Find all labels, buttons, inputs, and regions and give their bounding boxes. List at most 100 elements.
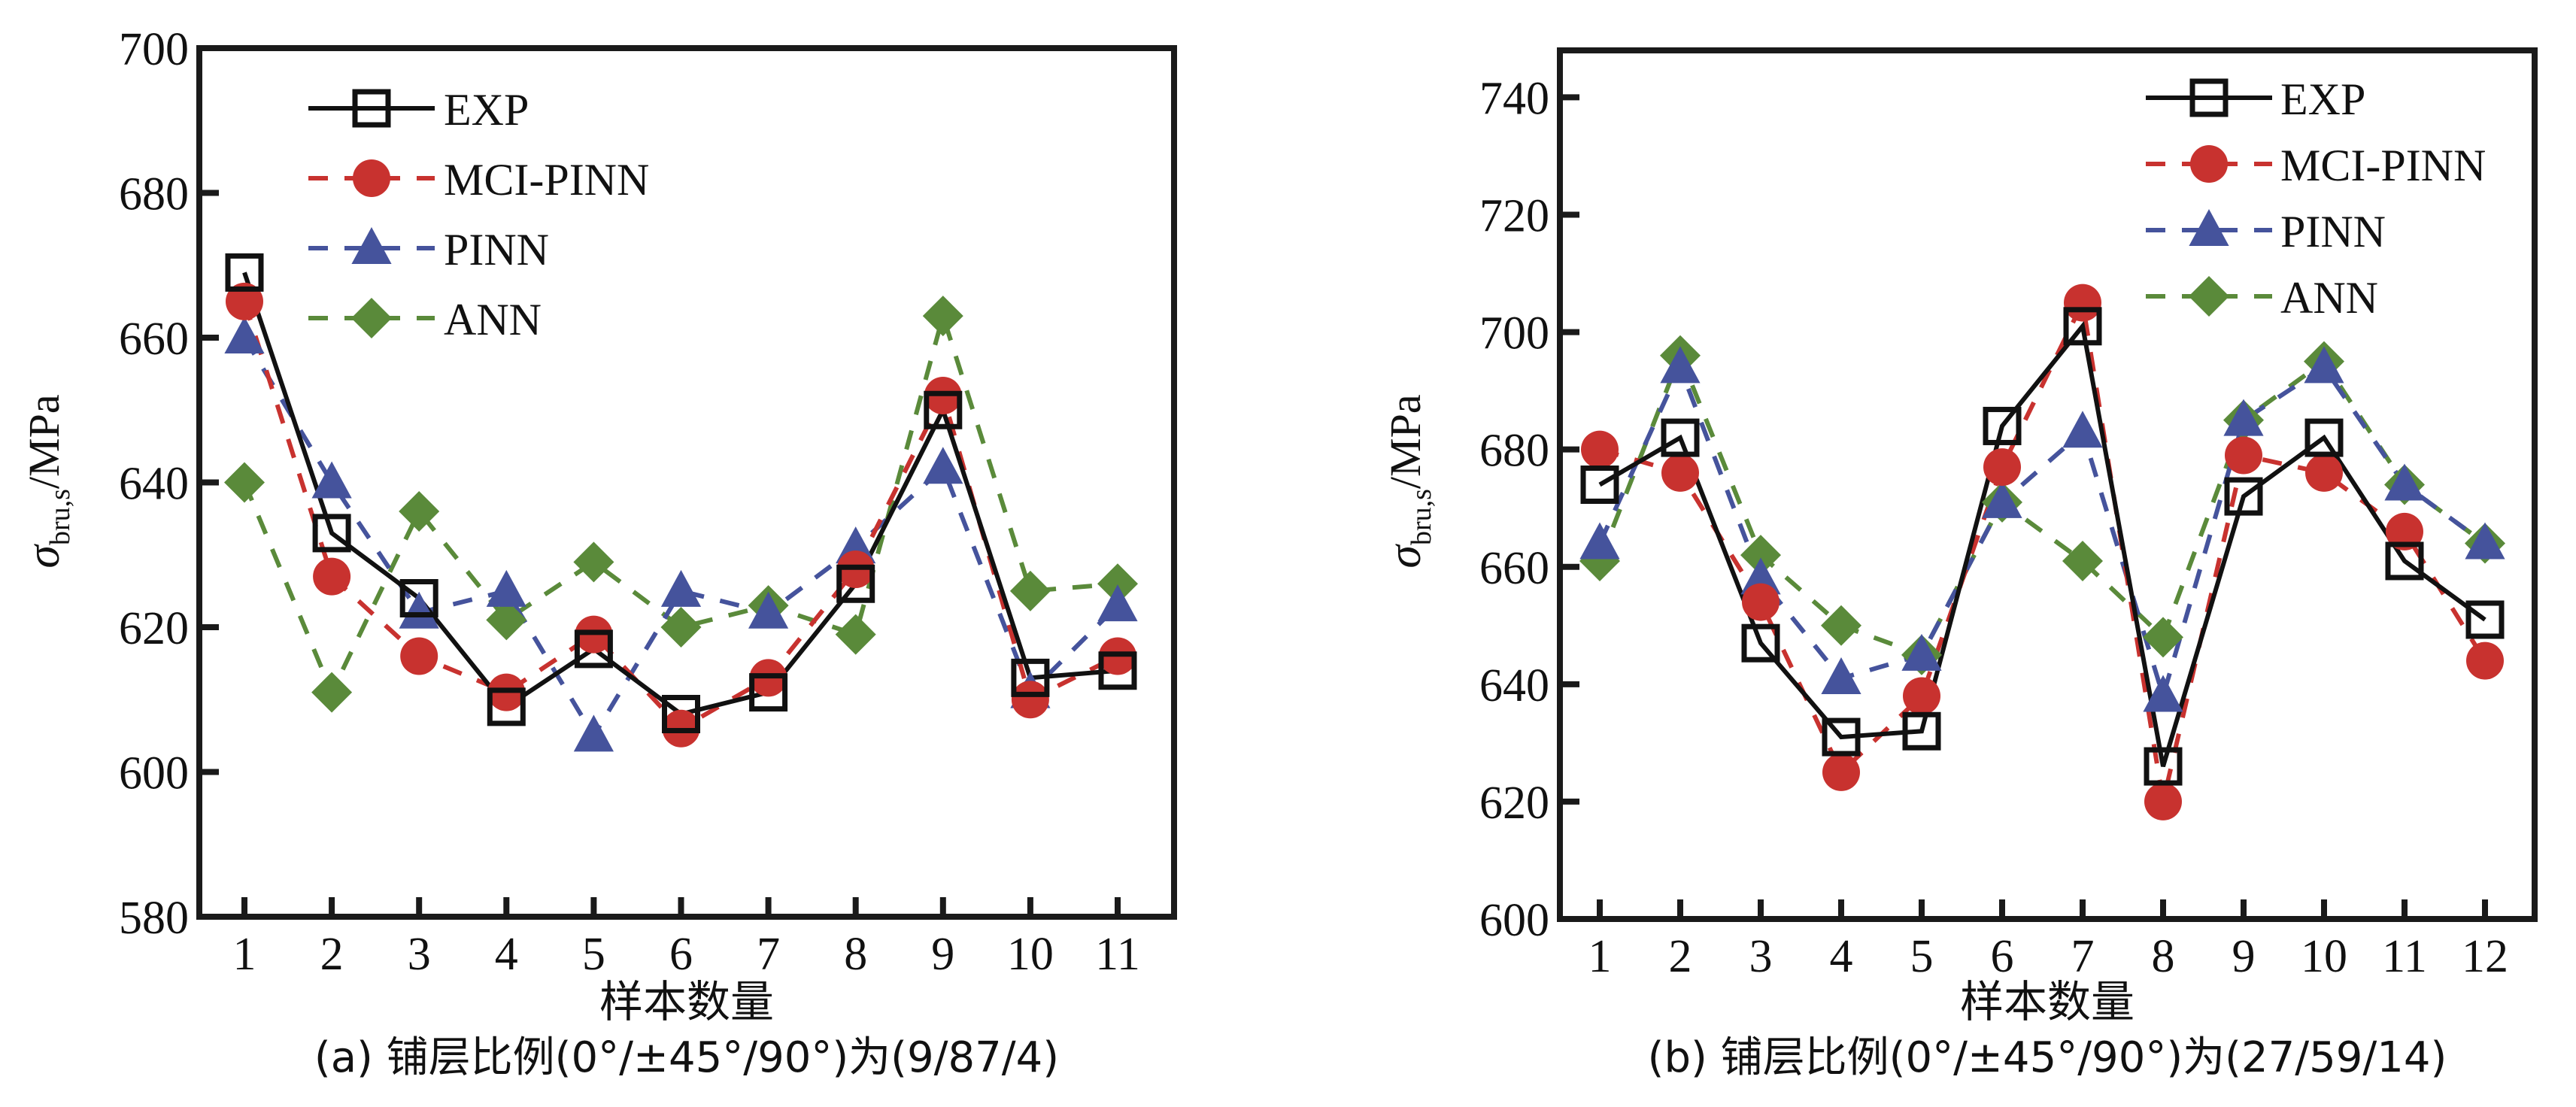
data-point-mci-pinn	[400, 637, 438, 675]
data-point-pinn	[2143, 675, 2183, 712]
y-tick-label: 680	[1479, 426, 1549, 477]
series-mci-pinn	[242, 300, 1119, 732]
data-point-pinn	[311, 461, 352, 499]
x-tick-label: 9	[931, 929, 954, 980]
markers-mci-pinn	[1581, 284, 2504, 820]
series-pinn	[1597, 361, 2486, 704]
data-point-ann	[311, 672, 353, 713]
data-point-pinn	[224, 317, 265, 353]
data-point-pinn	[1821, 657, 1861, 695]
legend-label: ANN	[444, 295, 542, 344]
x-tick-label: 4	[495, 929, 518, 980]
y-axis-label-subscript: bru,s	[44, 489, 76, 545]
data-point-mci-pinn	[313, 557, 351, 596]
series-line-exp	[1598, 320, 2486, 767]
data-point-ann	[660, 607, 702, 648]
data-point-mci-pinn	[2386, 512, 2423, 550]
y-axis-label: σbru,s/MPa	[1379, 394, 1437, 568]
y-tick-label: 720	[1479, 191, 1549, 242]
data-point-exp	[1098, 651, 1137, 690]
data-point-mci-pinn	[226, 282, 263, 320]
data-point-pinn	[1982, 481, 2022, 518]
legend-item: PINN	[308, 225, 549, 274]
x-tick-label: 8	[844, 929, 867, 980]
data-point-exp	[2063, 307, 2102, 346]
data-point-ann	[224, 462, 265, 503]
y-tick-label: 680	[119, 169, 189, 220]
data-point-exp	[312, 514, 351, 553]
y-tick-label: 620	[1479, 778, 1549, 829]
x-axis-label: 样本数量	[1960, 976, 2135, 1027]
data-point-exp	[1011, 658, 1050, 697]
figure-caption: (b) 铺层比例(0°/±45°/90°)为(27/59/14)	[1648, 1033, 2447, 1082]
x-tick-label: 10	[2301, 931, 2347, 982]
x-tick-label: 2	[320, 929, 344, 980]
series-exp	[242, 271, 1118, 717]
data-point-pinn	[923, 447, 963, 484]
data-point-exp	[662, 695, 700, 733]
data-point-pinn	[660, 569, 702, 607]
data-point-ann	[1097, 563, 1138, 605]
legend-marker-pinn	[2189, 209, 2229, 246]
y-axis-label-subscript: bru,s	[1406, 489, 1437, 545]
legend-label: MCI-PINN	[2280, 141, 2486, 190]
data-point-ann	[2062, 540, 2103, 581]
legend: EXP MCI-PINN PINN ANN	[308, 85, 649, 344]
y-axis-label-unit: /MPa	[20, 394, 68, 489]
data-point-pinn	[1901, 633, 1942, 671]
data-point-pinn	[748, 591, 789, 629]
data-point-pinn	[2223, 399, 2264, 436]
data-point-exp	[1580, 466, 1619, 504]
data-point-exp	[1983, 406, 2022, 445]
data-point-exp	[574, 629, 613, 669]
legend-item: ANN	[308, 295, 542, 344]
data-point-mci-pinn	[2305, 453, 2343, 492]
legend: EXP MCI-PINN PINN ANN	[2146, 74, 2486, 323]
markers-pinn	[1579, 346, 2505, 712]
legend-label: ANN	[2280, 273, 2378, 323]
x-tick-label: 9	[2232, 931, 2256, 982]
data-point-pinn	[2062, 411, 2103, 448]
series-line-ann	[242, 308, 1118, 698]
data-point-mci-pinn	[1011, 681, 1049, 719]
series-line-pinn	[1597, 361, 2486, 704]
markers-exp	[225, 253, 1137, 733]
x-tick-label: 5	[582, 929, 605, 980]
legend-marker-exp	[352, 89, 391, 128]
x-tick-label: 7	[2071, 931, 2095, 982]
y-tick-label: 600	[1479, 895, 1549, 946]
x-tick-label: 11	[2382, 931, 2427, 982]
data-point-exp	[487, 687, 526, 726]
data-point-mci-pinn	[2466, 641, 2504, 680]
y-tick-label: 580	[119, 893, 189, 944]
data-point-ann	[399, 491, 440, 532]
data-point-pinn	[2304, 346, 2344, 384]
markers-ann	[224, 296, 1138, 713]
x-tick-label: 6	[1991, 931, 2014, 982]
series-line-exp	[242, 271, 1118, 717]
legend-item: MCI-PINN	[2146, 141, 2486, 190]
y-tick-label: 660	[119, 314, 189, 365]
data-point-ann	[573, 541, 614, 583]
legend-item: MCI-PINN	[308, 155, 649, 205]
legend-item: PINN	[2146, 207, 2386, 256]
x-tick-label: 4	[1830, 931, 1853, 982]
data-point-ann	[835, 614, 876, 655]
figure-caption: (a) 铺层比例(0°/±45°/90°)为(9/87/4)	[314, 1033, 1059, 1082]
data-point-ann	[1740, 535, 1781, 576]
x-tick-label: 11	[1095, 929, 1140, 980]
legend-marker-ann	[351, 298, 392, 338]
data-point-mci-pinn	[1581, 430, 1619, 469]
x-tick-label: 3	[1749, 931, 1773, 982]
legend-item: EXP	[2146, 74, 2365, 124]
legend-label: PINN	[444, 225, 549, 274]
legend-label: MCI-PINN	[444, 155, 649, 205]
data-point-ann	[1009, 570, 1051, 611]
plot-frame	[1557, 47, 2538, 922]
legend-label: EXP	[444, 85, 529, 135]
x-tick-label: 6	[669, 929, 693, 980]
y-axis-label-symbol: σ	[1379, 544, 1431, 569]
data-point-exp	[1822, 717, 1861, 757]
